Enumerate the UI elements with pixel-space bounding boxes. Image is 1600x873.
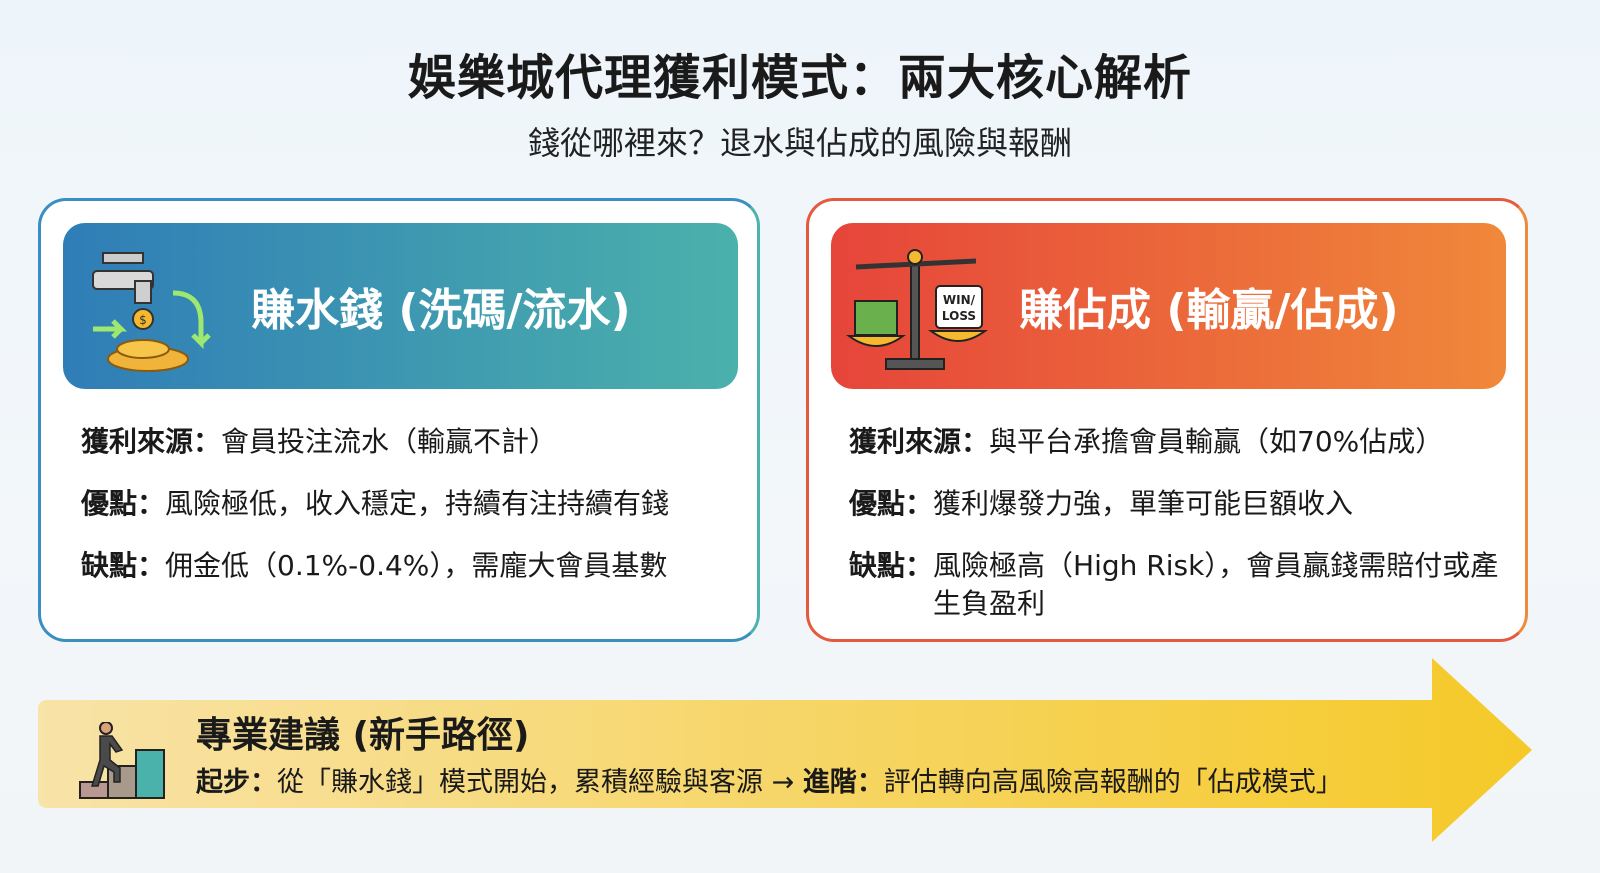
- share-profit-title: 賺佔成 (輸贏/佔成): [1019, 285, 1399, 336]
- balance-scale-icon: WIN/ LOSS: [845, 249, 989, 370]
- cons-row: 缺點： 風險極高（High Risk），會員贏錢需賠付或產生負盈利: [849, 549, 1499, 620]
- svg-text:LOSS: LOSS: [942, 309, 976, 323]
- cons-row: 缺點： 佣金低（0.1%-0.4%），需龐大會員基數: [81, 549, 668, 582]
- faucet-coins-icon: $: [92, 252, 211, 372]
- water-money-card: $ 賺水錢 (洗碼/流水) 獲利來源： 會員投注流水（輸贏不計） 優點： 風險極低，…: [38, 198, 760, 642]
- advice-arrow: [38, 658, 1532, 842]
- pros-row: 優點： 風險極低，收入穩定，持續有注持續有錢: [81, 487, 670, 520]
- advice-title: 專業建議 (新手路徑): [196, 715, 530, 756]
- page-title: 娛樂城代理獲利模式：兩大核心解析: [407, 50, 1192, 106]
- water-money-header: $ 賺水錢 (洗碼/流水): [63, 223, 738, 389]
- share-profit-details: 獲利來源： 與平台承擔會員輸贏（如70%佔成） 優點： 獲利爆發力強，單筆可能巨額收…: [849, 423, 1505, 647]
- pros-row: 優點： 獲利爆發力強，單筆可能巨額收入: [849, 487, 1354, 520]
- water-money-details: 獲利來源： 會員投注流水（輸贏不計） 優點： 風險極低，收入穩定，持續有注持續有錢 …: [81, 423, 737, 609]
- person-climbing-stairs-icon: [79, 722, 165, 799]
- profit-source-row: 獲利來源： 會員投注流水（輸贏不計）: [81, 425, 558, 458]
- page-subtitle: 錢從哪裡來？退水與佔成的風險與報酬: [527, 124, 1072, 162]
- share-profit-header: WIN/ LOSS 賺佔成 (輸贏/佔成): [831, 223, 1506, 389]
- advice-text: 起步：從「賺水錢」模式開始，累積經驗與客源 → 進階：評估轉向高風險高報酬的「佔…: [196, 767, 1343, 798]
- water-money-title: 賺水錢 (洗碼/流水): [251, 285, 631, 336]
- profit-source-row: 獲利來源： 與平台承擔會員輸贏（如70%佔成）: [849, 425, 1444, 458]
- svg-text:WIN/: WIN/: [943, 293, 976, 307]
- share-profit-card: WIN/ LOSS 賺佔成 (輸贏/佔成) 獲利來源： 與平台承擔會員輸贏（如70…: [806, 198, 1528, 642]
- svg-text:$: $: [139, 313, 147, 327]
